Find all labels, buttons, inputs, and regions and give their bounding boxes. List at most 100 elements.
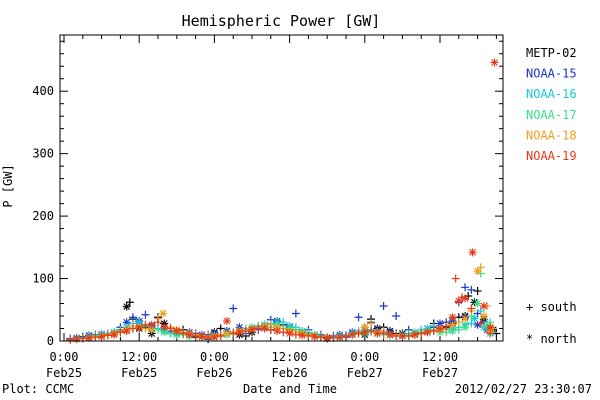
- north-point: [85, 333, 94, 342]
- south-point: [216, 332, 225, 341]
- legend-entry-noaa-17: NOAA-17: [526, 108, 577, 122]
- north-point: [385, 330, 394, 339]
- legend-entry-metp-02: METP-02: [526, 46, 577, 60]
- north-point: [448, 327, 457, 336]
- y-tick-label: 200: [32, 209, 54, 223]
- y-tick-label: 300: [32, 147, 54, 161]
- north-point: [160, 328, 169, 337]
- south-point: [454, 325, 463, 334]
- north-point: [185, 330, 194, 339]
- south-point: [229, 304, 238, 313]
- y-tick-label: 100: [32, 272, 54, 286]
- south-point: [379, 302, 388, 311]
- x-tick-time: 12:00: [121, 350, 157, 364]
- north-point: [260, 324, 269, 333]
- data-points: [66, 58, 501, 344]
- north-point: [461, 294, 470, 303]
- footer-timestamp: 2012/02/27 23:30:07: [455, 382, 592, 396]
- north-point: [298, 331, 307, 340]
- north-point: [479, 323, 488, 332]
- south-point: [354, 313, 363, 322]
- north-point: [248, 325, 256, 334]
- chart-title: Hemispheric Power [GW]: [182, 12, 381, 30]
- legend: METP-02 NOAA-15 NOAA-16 NOAA-17 NOAA-18 NOAA-…: [526, 46, 577, 163]
- north-point: [360, 328, 369, 337]
- north-point: [486, 323, 495, 332]
- axis-ticks: [60, 35, 503, 342]
- north-point: [473, 299, 482, 308]
- south-point: [467, 319, 476, 328]
- south-point: [116, 328, 125, 337]
- south-point: [103, 331, 112, 340]
- north-point: [360, 323, 369, 332]
- north-point: [122, 327, 131, 336]
- north-point: [479, 312, 488, 321]
- north-point: [285, 329, 294, 338]
- north-point: [479, 302, 488, 311]
- south-point: [179, 329, 188, 338]
- north-point: [97, 332, 106, 341]
- south-point: [141, 310, 150, 319]
- x-tick-time: 0:00: [200, 350, 229, 364]
- north-point: [210, 333, 219, 342]
- north-point: [448, 320, 457, 329]
- north-point: [448, 313, 457, 322]
- south-point: [66, 335, 75, 344]
- north-point: [436, 319, 444, 328]
- legend-south: + south: [526, 300, 577, 314]
- north-point: [72, 335, 81, 344]
- south-point: [451, 274, 460, 283]
- south-point: [291, 309, 300, 318]
- north-point: [454, 297, 463, 306]
- north-point: [110, 330, 119, 339]
- south-point: [191, 332, 200, 341]
- x-tick-labels: 0:00 Feb25 12:00 Feb25 0:00 Feb26 12:00 Feb26 0:…: [46, 350, 458, 380]
- north-point: [323, 333, 332, 342]
- south-point: [392, 312, 401, 321]
- north-point: [135, 318, 144, 327]
- south-point: [467, 304, 476, 313]
- south-point: [166, 324, 175, 333]
- south-point: [291, 330, 300, 339]
- south-point: [125, 298, 134, 307]
- north-point: [470, 298, 479, 307]
- legend-entry-noaa-16: NOAA-16: [526, 87, 577, 101]
- legend-entry-noaa-19: NOAA-19: [526, 149, 577, 163]
- x-tick-date: Feb26: [272, 366, 308, 380]
- series-noaa-19: [66, 58, 499, 344]
- north-point: [398, 332, 407, 341]
- south-point: [154, 318, 162, 327]
- north-point: [172, 327, 181, 336]
- south-point: [304, 332, 313, 341]
- south-point: [367, 319, 376, 328]
- north-point: [147, 325, 156, 334]
- legend-entry-noaa-18: NOAA-18: [526, 128, 577, 142]
- north-point: [273, 327, 282, 336]
- x-tick-date: Feb27: [422, 366, 458, 380]
- y-tick-label: 400: [32, 84, 54, 98]
- x-tick-date: Feb27: [347, 366, 383, 380]
- south-point: [241, 327, 250, 336]
- north-point: [222, 317, 231, 326]
- north-point: [160, 323, 169, 332]
- south-point: [467, 285, 476, 294]
- south-point: [91, 333, 100, 342]
- x-tick-date: Feb26: [196, 366, 232, 380]
- plot-frame: [59, 34, 504, 342]
- north-point: [373, 329, 382, 338]
- south-point: [354, 329, 363, 338]
- north-point: [335, 333, 344, 342]
- north-point: [159, 309, 168, 318]
- south-point: [476, 307, 485, 316]
- north-point: [235, 328, 244, 337]
- north-point: [222, 329, 231, 338]
- south-point: [473, 287, 482, 296]
- north-point: [135, 323, 144, 332]
- north-point: [483, 322, 491, 331]
- north-point: [410, 330, 419, 339]
- north-point: [310, 332, 319, 341]
- x-tick-date: Feb25: [121, 366, 157, 380]
- y-axis-label: P [GW]: [1, 164, 15, 207]
- north-point: [122, 318, 131, 327]
